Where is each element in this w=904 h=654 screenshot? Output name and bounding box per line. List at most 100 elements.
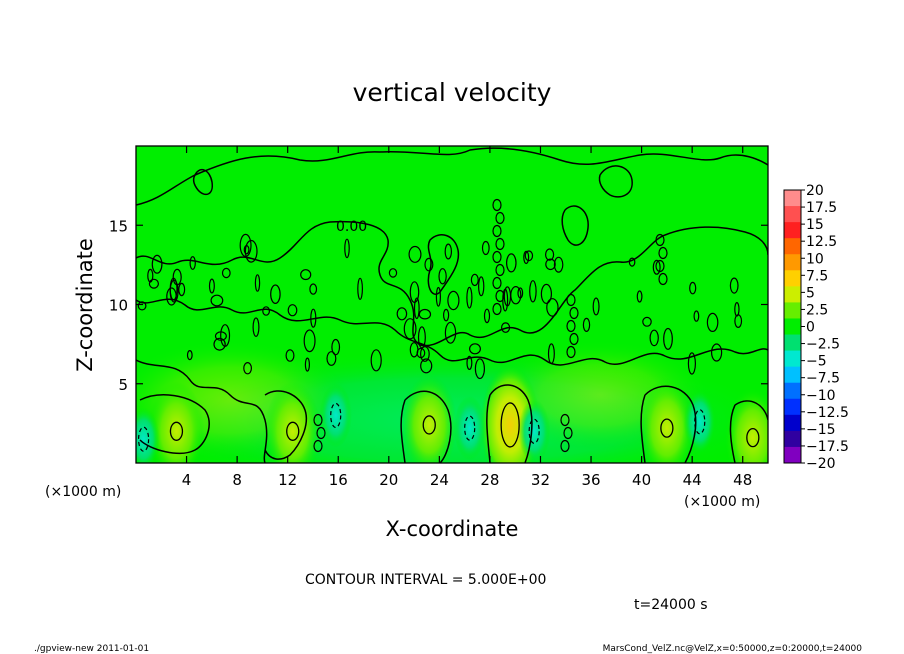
contour-cell [148, 278, 159, 289]
contour-cell [208, 278, 215, 294]
contour-cell [303, 329, 316, 353]
contour-cell [420, 346, 430, 362]
colorbar-label: 7.5 [806, 268, 828, 284]
contour-cell [492, 198, 502, 212]
contour-cell [628, 257, 636, 267]
colorbar-label: −15 [806, 422, 836, 438]
contour-cell [213, 337, 226, 351]
colorbar-swatch [784, 366, 801, 384]
contour-cell [469, 343, 482, 355]
contour-cell [413, 297, 420, 320]
contour-cell [444, 321, 457, 344]
colorbar-label: 10 [806, 251, 824, 267]
contour-cell [220, 324, 231, 347]
chart-title: vertical velocity [353, 78, 552, 107]
contour-cell [252, 317, 260, 337]
contour-cell [492, 224, 502, 238]
contour-cell [505, 253, 517, 273]
contour-cell [495, 263, 505, 277]
footer-right: MarsCond_VelZ.nc@VelZ,x=0:50000,z=0:2000… [603, 644, 863, 654]
contour-cell [649, 329, 659, 347]
contour-cell [357, 277, 364, 300]
updraft-contour [286, 421, 300, 441]
contour-cell [545, 258, 556, 271]
contour-cell [483, 308, 491, 324]
zero-contour [192, 168, 214, 196]
contour-lines [136, 147, 768, 463]
contour-cell [569, 306, 579, 320]
colorbar-label: 5 [806, 285, 815, 301]
downdraft-shading [518, 399, 551, 463]
colorbar-label: 15 [806, 217, 824, 233]
contour-cell [396, 307, 408, 321]
contour-cell [655, 259, 665, 273]
contour-cell [523, 250, 530, 265]
downdraft-contour [137, 426, 150, 452]
contour-cell [244, 239, 258, 263]
contour-cell [729, 277, 739, 294]
contour-cell [501, 322, 511, 333]
contour-cell [326, 351, 337, 366]
updraft-contour [660, 418, 674, 438]
colorbar-label: −17.5 [806, 439, 849, 455]
contour-cell [706, 312, 719, 332]
contour-cell [270, 284, 281, 304]
contour-cell [285, 349, 295, 362]
contour-cell [636, 290, 643, 303]
contour-cell [544, 248, 555, 261]
zero-contour [729, 400, 768, 463]
contour-cell [438, 268, 447, 285]
contour-cell [495, 289, 505, 303]
negative-contours [137, 402, 706, 452]
x-tick-label: 44 [683, 471, 702, 489]
colorbar-swatch [784, 414, 801, 432]
contour-cell [734, 301, 740, 317]
updraft-shading [401, 374, 458, 463]
colorbar-label: 20 [806, 183, 824, 199]
plot-area [136, 146, 768, 463]
contour-cell [492, 276, 502, 290]
contour-cell [560, 413, 570, 427]
contour-cell [655, 233, 665, 247]
contour-cell [642, 316, 652, 327]
zero-contour [139, 394, 210, 454]
colorbar-label: −10 [806, 388, 836, 404]
downdraft-shading [453, 396, 486, 461]
colorbar-label: −12.5 [806, 405, 849, 421]
positive-contours [169, 402, 760, 448]
footer-left: ./gpview-new 2011-01-01 [34, 644, 149, 654]
colorbar-label: −2.5 [806, 337, 840, 353]
x-tick-label: 8 [232, 471, 242, 489]
colorbar-swatch [784, 206, 801, 223]
contour-cell [592, 297, 600, 316]
contour-cell [313, 439, 323, 453]
colorbar-label: −20 [806, 456, 836, 472]
contour-cell [495, 237, 505, 251]
x-tick-label: 4 [182, 471, 192, 489]
downdraft-contour [694, 409, 706, 435]
x-tick-label: 40 [632, 471, 651, 489]
contour-cell [221, 267, 231, 279]
contour-cell [137, 301, 147, 311]
contour-cell [403, 318, 417, 340]
x-tick-label: 16 [329, 471, 348, 489]
downdraft-shading [319, 383, 352, 448]
contour-cell [546, 298, 559, 317]
contour-cell [316, 426, 326, 440]
x-axis: 4 8 12 16 20 24 28 32 36 40 44 48 [182, 146, 752, 489]
zero-contour [640, 385, 697, 463]
colorbar-swatch [784, 398, 801, 416]
updraft-contour [169, 421, 184, 441]
y-axis: 5 10 15 [109, 217, 768, 394]
contour-cell [424, 257, 434, 272]
colorbar-swatch [784, 430, 801, 448]
contour-cell [186, 350, 193, 361]
contour-cell [388, 268, 398, 278]
x-tick-label: 48 [733, 471, 752, 489]
contour-cell [663, 327, 673, 350]
contour-cell [582, 317, 591, 332]
zero-contour [136, 359, 268, 463]
updraft-shading [638, 378, 695, 463]
